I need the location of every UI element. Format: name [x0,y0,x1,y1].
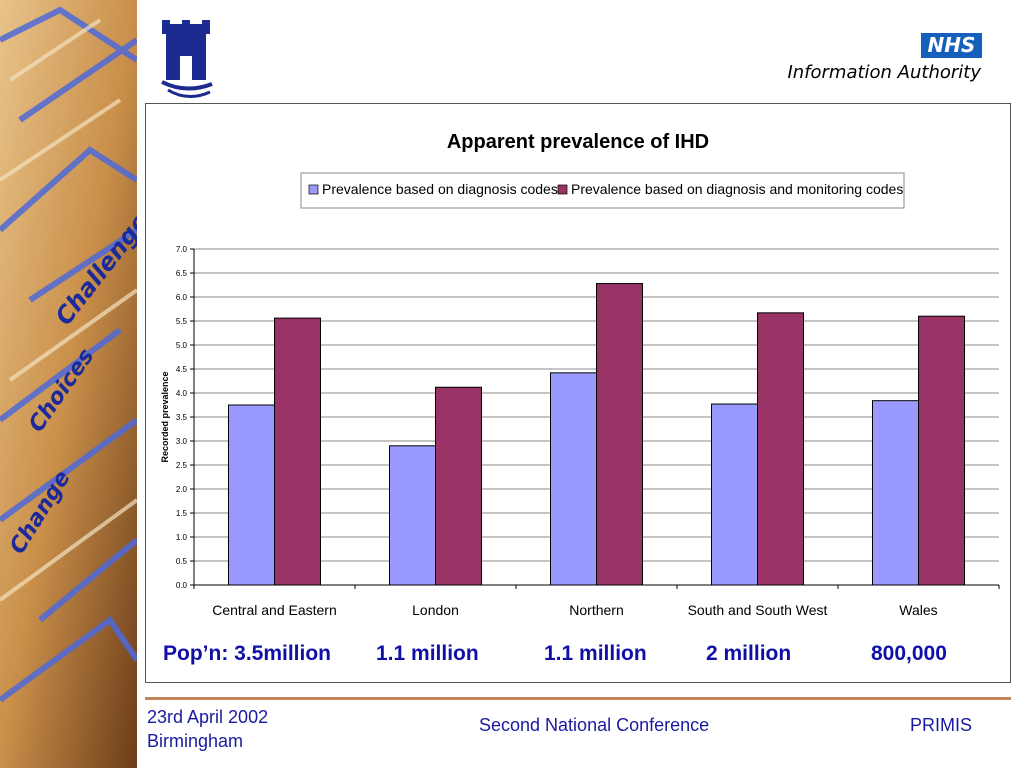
y-axis-label: Recorded prevalence [160,371,170,462]
population-london: 1.1 million [376,642,479,665]
nhs-logo: NHS [921,33,982,58]
chart-title: Apparent prevalence of IHD [447,131,709,153]
footer-conference: Second National Conference [479,715,710,735]
bar-diagnosis-2 [550,372,597,586]
legend-swatch-0 [308,184,319,195]
x-tick-label: South and South West [688,602,828,618]
bar-monitoring-3 [757,312,804,586]
chart-frame: Apparent prevalence of IHD Prevalence bas… [145,103,1011,683]
prevalence-bar-chart: Apparent prevalence of IHD Prevalence bas… [160,131,1000,618]
bar-monitoring-1 [435,386,482,586]
footer-place: Birmingham [147,731,244,751]
y-tick-label: 3.5 [176,413,188,422]
legend-label-1: Prevalence based on diagnosis and monito… [571,181,903,197]
y-tick-label: 1.0 [176,533,188,542]
footer-brand: PRIMIS [910,715,973,735]
decorative-maze-panel: Challenge Choices Change [0,0,137,768]
bar-monitoring-2 [596,283,643,586]
bar-monitoring-4 [918,315,965,586]
population-south-west: 2 million [706,642,792,665]
y-tick-label: 1.5 [176,509,188,518]
y-tick-label: 3.0 [176,437,188,446]
bar-monitoring-0 [274,317,321,586]
bar-diagnosis-3 [711,403,758,586]
y-tick-label: 4.0 [176,389,188,398]
y-tick-label: 0.5 [176,557,188,566]
population-central-eastern: Pop’n: 3.5million [163,642,332,665]
bar-diagnosis-0 [228,404,275,586]
organisation-name: Information Authority [787,62,981,83]
y-tick-label: 4.5 [176,365,188,374]
population-northern: 1.1 million [544,642,647,665]
y-tick-label: 6.0 [176,293,188,302]
y-tick-label: 5.5 [176,317,188,326]
population-wales: 800,000 [871,642,947,665]
x-tick-label: Northern [569,602,623,618]
y-tick-label: 6.5 [176,269,188,278]
university-logo [158,20,216,102]
y-tick-label: 7.0 [176,245,188,254]
footer-date: 23rd April 2002 [147,707,269,727]
x-tick-label: Wales [899,602,937,618]
bar-diagnosis-4 [872,400,919,586]
y-tick-label: 0.0 [176,581,188,590]
y-tick-label: 2.5 [176,461,188,470]
bar-diagnosis-1 [389,445,436,586]
y-tick-label: 5.0 [176,341,188,350]
y-tick-label: 2.0 [176,485,188,494]
legend-label-0: Prevalence based on diagnosis codes [322,181,558,197]
legend-swatch-1 [557,184,568,195]
x-tick-label: Central and Eastern [212,602,337,618]
legend-box [300,172,905,209]
footer-divider [145,697,1011,700]
x-tick-label: London [412,602,459,618]
